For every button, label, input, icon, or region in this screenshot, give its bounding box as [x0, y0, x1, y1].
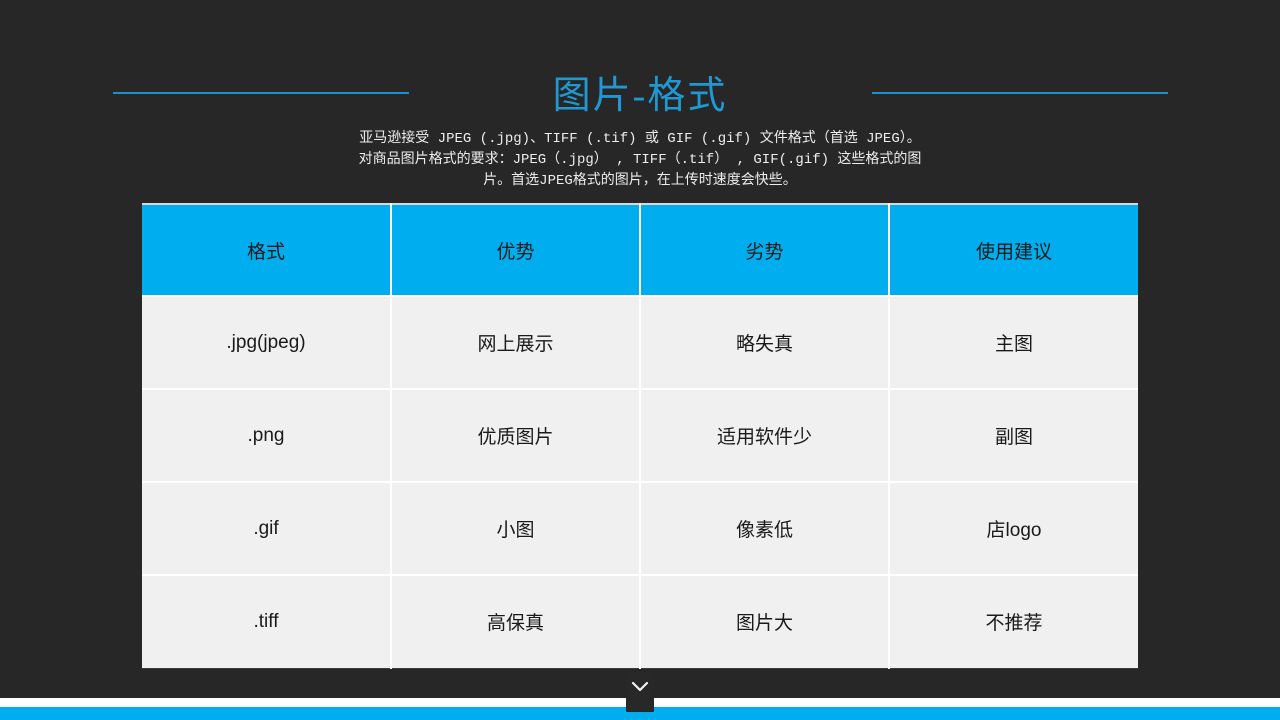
cell-recommendation: 主图 [888, 295, 1138, 390]
table-row: .png 优质图片 适用软件少 副图 [142, 388, 1138, 483]
cell-advantage: 优质图片 [390, 388, 641, 483]
cell-recommendation: 不推荐 [888, 574, 1138, 669]
column-header-format: 格式 [142, 203, 392, 297]
title-decoration-line-left [113, 92, 409, 94]
chevron-down-icon [631, 681, 649, 692]
table-row: .gif 小图 像素低 店logo [142, 481, 1138, 576]
cell-disadvantage: 图片大 [639, 574, 890, 669]
cell-advantage: 网上展示 [390, 295, 641, 390]
subtitle-line: 对商品图片格式的要求：JPEG（.jpg） , TIFF（.tif） , GIF… [358, 152, 922, 168]
column-header-disadvantage: 劣势 [639, 203, 890, 297]
cell-format: .png [142, 388, 392, 483]
subtitle-line: 片。首选JPEG格式的图片，在上传时速度会快些。 [483, 173, 797, 189]
column-header-advantage: 优势 [390, 203, 641, 297]
title-decoration-line-right [872, 92, 1168, 94]
cell-advantage: 小图 [390, 481, 641, 576]
cell-disadvantage: 像素低 [639, 481, 890, 576]
subtitle-paragraph: 亚马逊接受 JPEG (.jpg)、TIFF (.tif) 或 GIF (.gi… [0, 129, 1280, 192]
column-header-recommendation: 使用建议 [888, 203, 1138, 297]
format-comparison-table: 格式 优势 劣势 使用建议 .jpg(jpeg) 网上展示 略失真 主图 .pn… [142, 203, 1138, 669]
subtitle-line: 亚马逊接受 JPEG (.jpg)、TIFF (.tif) 或 GIF (.gi… [359, 131, 921, 147]
cell-recommendation: 店logo [888, 481, 1138, 576]
page-title: 图片-格式 [552, 75, 728, 117]
cell-disadvantage: 略失真 [639, 295, 890, 390]
cell-disadvantage: 适用软件少 [639, 388, 890, 483]
table-row: .tiff 高保真 图片大 不推荐 [142, 574, 1138, 669]
cell-recommendation: 副图 [888, 388, 1138, 483]
table-row: .jpg(jpeg) 网上展示 略失真 主图 [142, 295, 1138, 390]
cell-format: .tiff [142, 574, 392, 669]
next-slide-button[interactable] [626, 672, 654, 712]
cell-advantage: 高保真 [390, 574, 641, 669]
cell-format: .jpg(jpeg) [142, 295, 392, 390]
cell-format: .gif [142, 481, 392, 576]
table-header-row: 格式 优势 劣势 使用建议 [142, 203, 1138, 297]
bottom-accent-bar [0, 707, 1280, 720]
